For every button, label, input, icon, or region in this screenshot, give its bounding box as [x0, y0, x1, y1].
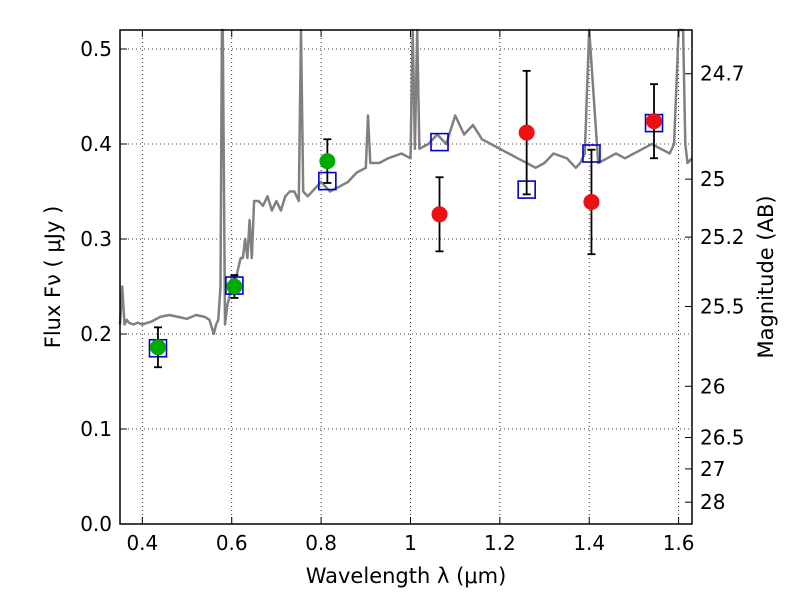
x-axis-title: Wavelength λ (μm): [306, 564, 507, 588]
y-tick-label: 0.2: [80, 322, 112, 346]
x-tick-label: 1.6: [663, 531, 695, 555]
observed-flux-point: [319, 153, 336, 170]
observed-flux-point: [518, 124, 535, 141]
magnitude-tick-label: 25: [700, 167, 725, 191]
x-tick-label: 0.6: [216, 531, 248, 555]
x-tick-label: 0.8: [305, 531, 337, 555]
y-tick-label: 0.0: [80, 512, 112, 536]
observed-flux-point: [646, 113, 663, 130]
x-tick-label: 1.4: [573, 531, 605, 555]
magnitude-tick-label: 28: [700, 490, 725, 514]
x-tick-label: 1: [404, 531, 417, 555]
magnitude-tick-label: 26: [700, 374, 725, 398]
magnitude-tick-label: 25.2: [700, 225, 745, 249]
y-tick-label: 0.1: [80, 417, 112, 441]
magnitude-tick-label: 24.7: [700, 62, 745, 86]
observed-flux-point: [226, 278, 243, 295]
x-tick-label: 0.4: [126, 531, 158, 555]
y-axis-title: Flux Fν ( μJy ): [41, 206, 65, 349]
observed-flux-point: [431, 206, 448, 223]
x-tick-label: 1.2: [484, 531, 516, 555]
observed-flux-point: [583, 193, 600, 210]
plot-area: [120, 30, 692, 524]
observed-flux-point: [149, 339, 166, 356]
y-tick-label: 0.3: [80, 227, 112, 251]
magnitude-tick-label: 26.5: [700, 426, 745, 450]
magnitude-axis-title: Magnitude (AB): [754, 195, 778, 358]
magnitude-tick-label: 25.5: [700, 294, 745, 318]
data-markers: [148, 69, 664, 369]
magnitude-ticks: 24.7 25 25.2 25.5 26 26.5 27 28: [685, 62, 745, 514]
model-spectrum: [118, 28, 693, 336]
y-tick-label: 0.5: [80, 37, 112, 61]
spectrum-line: [118, 28, 693, 336]
plot-frame: [119, 29, 693, 525]
y-ticks: 0.0 0.1 0.2 0.3 0.4 0.5: [80, 37, 127, 536]
magnitude-tick-label: 27: [700, 457, 725, 481]
model-photometry-square: [430, 132, 449, 152]
y-tick-label: 0.4: [80, 132, 112, 156]
x-ticks: 0.4 0.6 0.8 1 1.2 1.4 1.6: [126, 30, 695, 555]
